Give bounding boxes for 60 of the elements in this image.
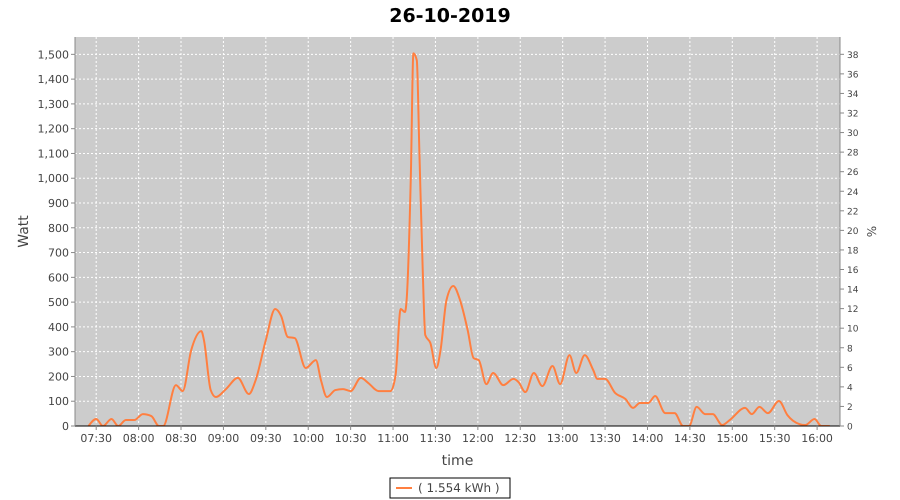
chart-title: 26-10-2019 bbox=[389, 5, 511, 27]
y2-tick-label: 6 bbox=[847, 364, 853, 374]
y2-tick-label: 34 bbox=[847, 90, 859, 100]
legend-label: ( 1.554 kWh ) bbox=[418, 481, 500, 495]
x-tick-label: 09:30 bbox=[250, 432, 282, 445]
y2-tick-label: 8 bbox=[847, 344, 853, 354]
y-tick-label: 500 bbox=[48, 296, 69, 310]
y-tick-label: 0 bbox=[62, 420, 69, 433]
y2-tick-label: 2 bbox=[847, 402, 853, 413]
y-tick-label: 400 bbox=[48, 320, 69, 334]
x-tick-label: 13:00 bbox=[546, 432, 579, 445]
y2-tick-label: 32 bbox=[847, 110, 858, 120]
x-tick-label: 08:00 bbox=[122, 432, 154, 445]
y-tick-label: 1,500 bbox=[38, 48, 69, 62]
y-axis-title: Watt bbox=[16, 214, 32, 248]
x-tick-label: 12:30 bbox=[504, 432, 536, 445]
y-tick-label: 700 bbox=[48, 246, 69, 260]
y-tick-label: 200 bbox=[48, 370, 69, 384]
x-tick-label: 07:30 bbox=[80, 432, 112, 445]
y2-tick-label: 12 bbox=[847, 305, 858, 316]
x-tick-label: 12:00 bbox=[462, 432, 494, 445]
y2-tick-label: 38 bbox=[847, 50, 859, 61]
y-tick-label: 1,000 bbox=[38, 172, 69, 186]
x-tick-label: 15:00 bbox=[716, 432, 748, 445]
y2-tick-label: 22 bbox=[847, 207, 858, 218]
x-tick-label: 11:00 bbox=[377, 432, 409, 445]
y2-tick-label: 20 bbox=[847, 226, 859, 237]
y2-tick-label: 0 bbox=[847, 422, 853, 432]
x-tick-label: 16:00 bbox=[801, 432, 833, 445]
line-series bbox=[88, 52, 831, 426]
x-tick-label: 10:00 bbox=[292, 432, 324, 445]
x-axis-title: time bbox=[442, 453, 474, 469]
x-tick-label: 08:30 bbox=[165, 432, 197, 445]
y2-tick-label: 26 bbox=[847, 168, 859, 178]
y2-axis-title: % bbox=[865, 226, 879, 238]
y-tick-label: 600 bbox=[48, 271, 69, 284]
y2-tick-label: 16 bbox=[847, 266, 859, 276]
y-tick-label: 1,300 bbox=[38, 98, 69, 111]
y2-tick-label: 18 bbox=[847, 246, 859, 256]
x-tick-label: 09:00 bbox=[208, 432, 240, 445]
y-tick-label: 100 bbox=[48, 395, 69, 408]
y-tick-label: 900 bbox=[48, 197, 69, 210]
y-tick-label: 300 bbox=[48, 346, 69, 359]
x-tick-label: 14:00 bbox=[632, 432, 664, 445]
x-tick-label: 11:30 bbox=[420, 432, 452, 445]
y-tick-label: 1,200 bbox=[38, 122, 69, 136]
y2-tick-label: 36 bbox=[847, 70, 859, 80]
y2-tick-label: 30 bbox=[847, 129, 859, 140]
y2-tick-label: 10 bbox=[847, 324, 859, 335]
y-tick-label: 1,400 bbox=[38, 73, 69, 86]
x-tick-label: 15:30 bbox=[758, 432, 791, 445]
y-tick-label: 1,100 bbox=[38, 147, 69, 160]
x-tick-label: 10:30 bbox=[334, 432, 366, 445]
y2-tick-label: 14 bbox=[847, 286, 859, 296]
y2-tick-label: 24 bbox=[847, 188, 859, 198]
y2-tick-label: 28 bbox=[847, 148, 859, 159]
x-tick-label: 14:30 bbox=[674, 432, 706, 445]
y2-tick-label: 4 bbox=[847, 383, 853, 394]
x-tick-label: 13:30 bbox=[589, 432, 621, 445]
y-tick-label: 800 bbox=[48, 222, 69, 235]
